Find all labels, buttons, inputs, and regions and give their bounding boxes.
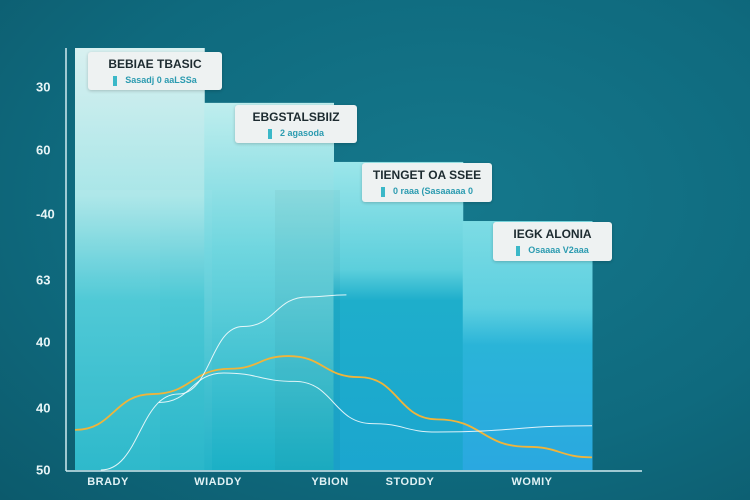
x-tick-label: STODDY <box>385 476 435 488</box>
legend-swatch-icon <box>267 128 272 139</box>
y-tick-label: 40 <box>36 400 51 416</box>
callout-subtitle: Osaaaa V2aaa <box>493 245 612 256</box>
legend-swatch-icon <box>516 245 521 256</box>
bar-1 <box>75 48 205 470</box>
callout-title: EBGSTALSBIIZ <box>252 110 340 124</box>
bar-callout: EBGSTALSBIIZ 2 agasoda <box>235 105 357 143</box>
bar-2 <box>204 102 334 471</box>
y-tick-label: 60 <box>36 142 51 158</box>
callout-subtitle: 2 agasoda <box>235 128 357 139</box>
series-white-line-hump <box>159 372 593 433</box>
legend-swatch-icon <box>113 75 118 86</box>
bar-shade-2 <box>275 190 340 470</box>
callout-title: TIENGET OA SSEE <box>372 168 482 182</box>
x-tick-label: BRADY <box>87 476 129 488</box>
series-yellow-line <box>74 355 593 459</box>
y-tick-label: 30 <box>36 79 51 95</box>
y-tick-label: 40 <box>36 334 51 350</box>
bar-3 <box>333 161 464 470</box>
bar-shade-1 <box>160 190 212 470</box>
series-white-line-rising <box>100 294 347 471</box>
y-tick-label: -40 <box>36 206 55 222</box>
bar-callout: TIENGET OA SSEE 0 raaa (Sasaaaaa 0 <box>362 163 492 202</box>
y-tick-label: 50 <box>36 462 51 478</box>
y-tick-label: 63 <box>36 272 51 288</box>
legend-swatch-icon <box>380 186 385 197</box>
bar-callout: BEBIAE TBASIC Sasadj 0 aaLSSa <box>88 52 222 90</box>
bar-callout: IEGK ALONIA Osaaaa V2aaa <box>493 222 612 261</box>
x-tick-label: WIADDY <box>194 476 242 488</box>
callout-subtitle: Sasadj 0 aaLSSa <box>88 75 222 86</box>
callout-title: IEGK ALONIA <box>513 227 592 241</box>
bar-shade-0 <box>75 190 160 470</box>
x-tick-label: YBION <box>311 476 349 488</box>
callout-subtitle: 0 raaa (Sasaaaaa 0 <box>362 186 492 197</box>
bar-4 <box>462 221 593 470</box>
callout-title: BEBIAE TBASIC <box>108 57 202 71</box>
x-tick-label: WOMIY <box>511 476 553 488</box>
